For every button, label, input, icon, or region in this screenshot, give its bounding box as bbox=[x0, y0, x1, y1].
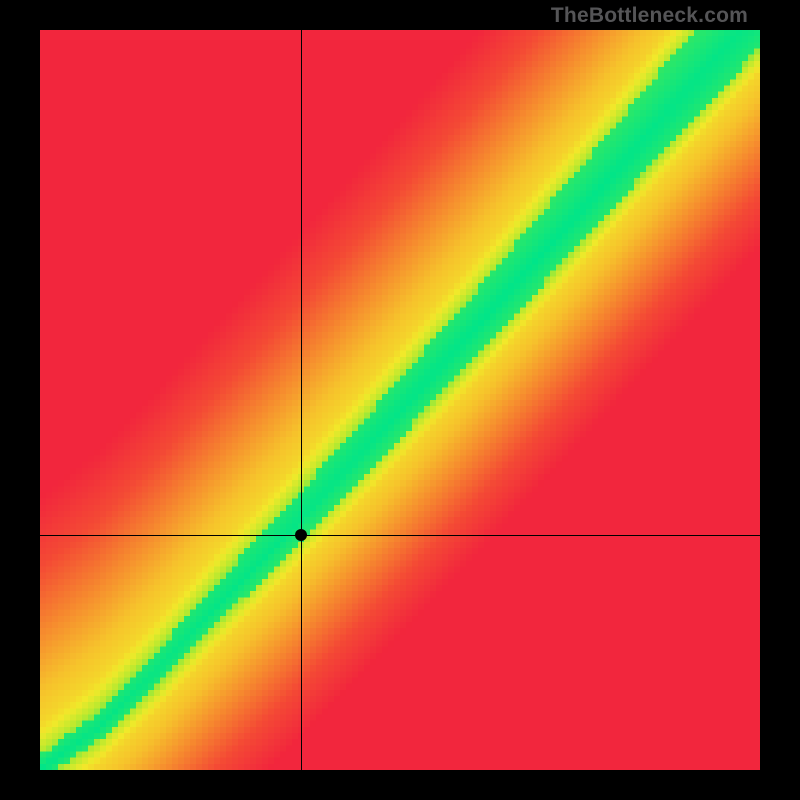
crosshair-horizontal bbox=[40, 535, 760, 536]
attribution-label: TheBottleneck.com bbox=[551, 4, 748, 28]
crosshair-vertical bbox=[301, 30, 302, 770]
heatmap-canvas bbox=[40, 30, 760, 770]
plot-area bbox=[40, 30, 760, 770]
outer-frame: TheBottleneck.com bbox=[0, 0, 800, 800]
